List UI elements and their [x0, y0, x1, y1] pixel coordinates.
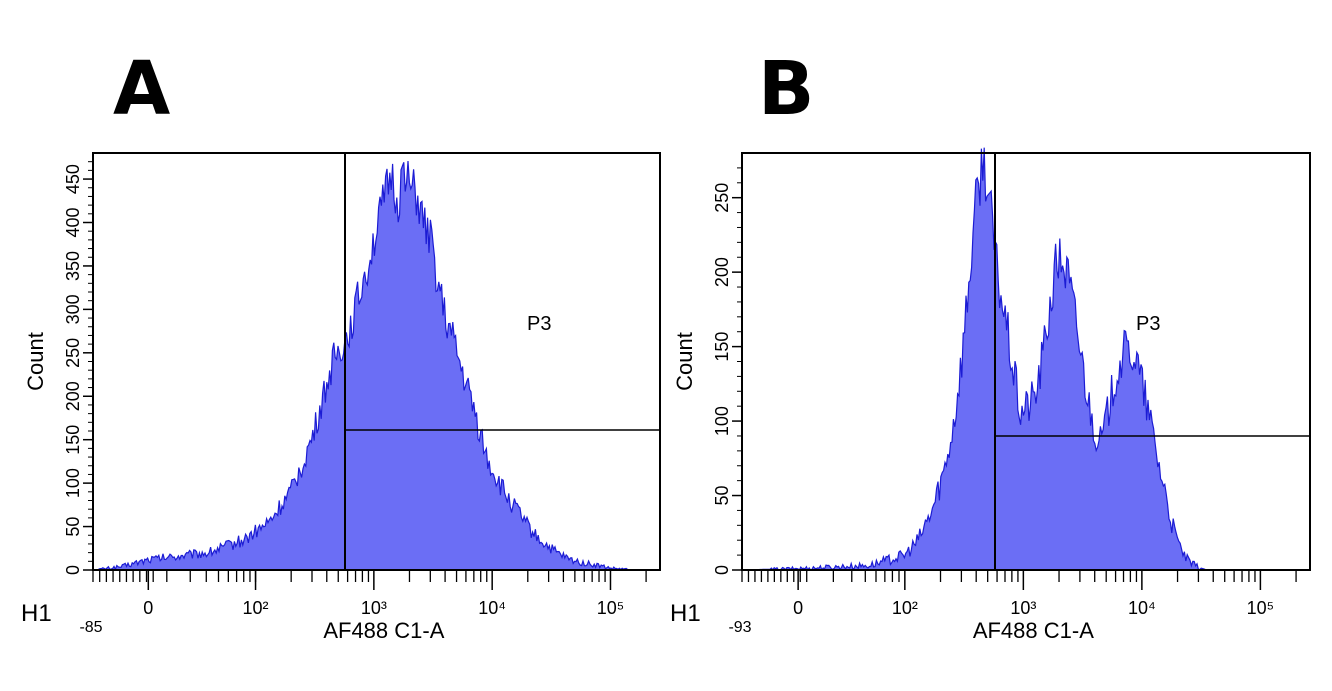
- histogram-chart-b: P3 0 50 100 150 200 250 Count 0 10² 10³ 10⁴ 10⁵ -93 H1…: [670, 147, 1311, 643]
- y-tick-label: 400: [63, 207, 83, 237]
- x-tick-label: 10²: [243, 598, 269, 618]
- x-tick-label: 10⁴: [1128, 598, 1156, 618]
- x-tick-label: 10²: [892, 598, 918, 618]
- y-tick-label: 350: [63, 251, 83, 281]
- x-axis-label: AF488 C1-A: [973, 618, 1094, 643]
- panel-label-b: B: [758, 46, 815, 132]
- y-axis-label: Count: [23, 332, 48, 391]
- y-tick-label: 250: [712, 183, 732, 213]
- y-tick-label: 200: [63, 381, 83, 411]
- y-tick-label: 0: [712, 565, 732, 575]
- y-tick-label: 50: [63, 517, 83, 537]
- histogram-title: H1: [670, 600, 701, 627]
- x-axis-label: AF488 C1-A: [323, 618, 444, 643]
- histogram-title: H1: [21, 600, 52, 627]
- y-tick-label: 150: [712, 332, 732, 362]
- histogram-area: [742, 147, 1310, 570]
- gate-label: P3: [527, 313, 551, 335]
- x-tick-label: 0: [793, 598, 803, 618]
- y-tick-label: 100: [712, 406, 732, 436]
- x-min-label: -93: [728, 619, 751, 636]
- y-tick-label: 100: [63, 468, 83, 498]
- x-tick-label: 0: [143, 598, 153, 618]
- x-tick-label: 10⁵: [597, 598, 624, 618]
- panel-a: A P3 0 50 100 150 200 250 300 350 400 450 Count 0 10²…: [21, 46, 661, 643]
- x-tick-label: 10⁵: [1247, 598, 1274, 618]
- y-tick-label: 200: [712, 257, 732, 287]
- y-tick-label: 0: [63, 565, 83, 575]
- x-tick-label: 10³: [1010, 598, 1036, 618]
- panel-label-a: A: [113, 46, 171, 132]
- histogram-chart-a: P3 0 50 100 150 200 250 300 350 400 450 Count 0 10² 10…: [21, 152, 661, 643]
- panel-b: B P3 0 50 100 150 200 250 Count 0 10² 10³ 10⁴ 10⁵ -93…: [650, 0, 1316, 691]
- y-tick-label: 300: [63, 294, 83, 324]
- y-tick-label: 250: [63, 338, 83, 368]
- y-tick-label: 150: [63, 425, 83, 455]
- histogram-area: [93, 161, 660, 570]
- y-axis-label: Count: [672, 332, 697, 391]
- gate-label: P3: [1136, 313, 1160, 335]
- x-tick-label: 10⁴: [478, 598, 506, 618]
- x-tick-label: 10³: [361, 598, 387, 618]
- x-min-label: -85: [79, 619, 102, 636]
- y-tick-label: 50: [712, 486, 732, 506]
- histogram-outline: [92, 160, 660, 571]
- y-tick-label: 450: [63, 164, 83, 194]
